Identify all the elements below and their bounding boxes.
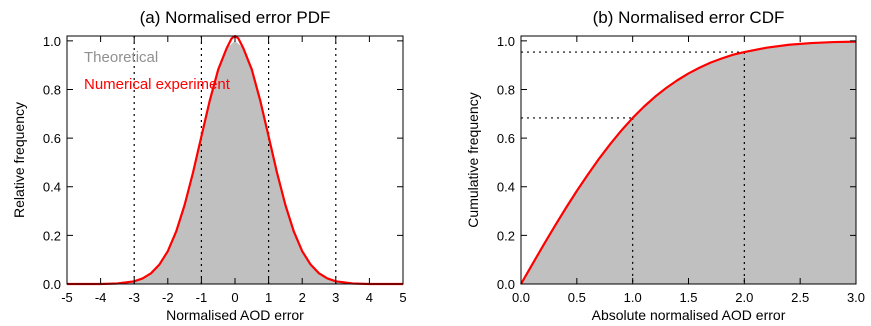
x-tick-label: -3 bbox=[128, 290, 140, 305]
y-tick-label: 0.4 bbox=[497, 180, 515, 195]
chart-title: (b) Normalised error CDF bbox=[593, 8, 785, 27]
x-tick-label: 1.0 bbox=[624, 290, 642, 305]
x-tick-label: -5 bbox=[61, 290, 73, 305]
x-tick-label: 1 bbox=[265, 290, 272, 305]
x-tick-label: 0 bbox=[231, 290, 238, 305]
x-tick-label: 4 bbox=[366, 290, 373, 305]
chart-panel-pdf: -5 -4 -3 -2 -1 0 1 2 3 4 5 0.0 0.2 0.4 0.6 0.8 1.0 (a) No… bbox=[11, 8, 407, 323]
y-tick-label: 0.2 bbox=[43, 228, 61, 243]
y-tick-label: 0.0 bbox=[497, 277, 515, 292]
x-tick-label: 0.0 bbox=[512, 290, 530, 305]
y-tick-label: 0.4 bbox=[43, 180, 61, 195]
x-tick-label: -4 bbox=[95, 290, 107, 305]
y-tick-label: 1.0 bbox=[497, 34, 515, 49]
x-tick-label: 5 bbox=[399, 290, 406, 305]
x-tick-label: 2.0 bbox=[735, 290, 753, 305]
y-tick-label: 1.0 bbox=[43, 34, 61, 49]
legend-theoretical: Theoretical bbox=[84, 49, 158, 66]
x-tick-label: -1 bbox=[196, 290, 208, 305]
chart-panel-cdf: 0.0 0.5 1.0 1.5 2.0 2.5 3.0 0.0 0.2 0.4 0.6 0.8 1.0 (… bbox=[465, 8, 865, 323]
legend-numerical: Numerical experiment bbox=[84, 76, 231, 93]
y-axis-label: Cumulative frequency bbox=[465, 92, 481, 227]
x-tick-label: 0.5 bbox=[568, 290, 586, 305]
theoretical-area bbox=[521, 41, 856, 284]
y-tick-label: 0.2 bbox=[497, 228, 515, 243]
x-tick-label: -2 bbox=[162, 290, 174, 305]
y-tick-label: 0.6 bbox=[497, 131, 515, 146]
x-tick-label: 2 bbox=[299, 290, 306, 305]
y-tick-label: 0.8 bbox=[497, 82, 515, 97]
y-tick-label: 0.0 bbox=[43, 277, 61, 292]
chart-title: (a) Normalised error PDF bbox=[140, 8, 331, 27]
y-axis-label: Relative frequency bbox=[11, 102, 27, 218]
y-tick-label: 0.8 bbox=[43, 82, 61, 97]
x-tick-label: 1.5 bbox=[679, 290, 697, 305]
x-tick-label: 3.0 bbox=[847, 290, 865, 305]
x-tick-label: 2.5 bbox=[791, 290, 809, 305]
x-tick-label: 3 bbox=[332, 290, 339, 305]
theoretical-area bbox=[67, 40, 403, 284]
y-tick-label: 0.6 bbox=[43, 131, 61, 146]
x-axis-label: Normalised AOD error bbox=[166, 307, 304, 323]
x-axis-label: Absolute normalised AOD error bbox=[592, 307, 786, 323]
numerical-experiment-line bbox=[520, 40, 857, 285]
